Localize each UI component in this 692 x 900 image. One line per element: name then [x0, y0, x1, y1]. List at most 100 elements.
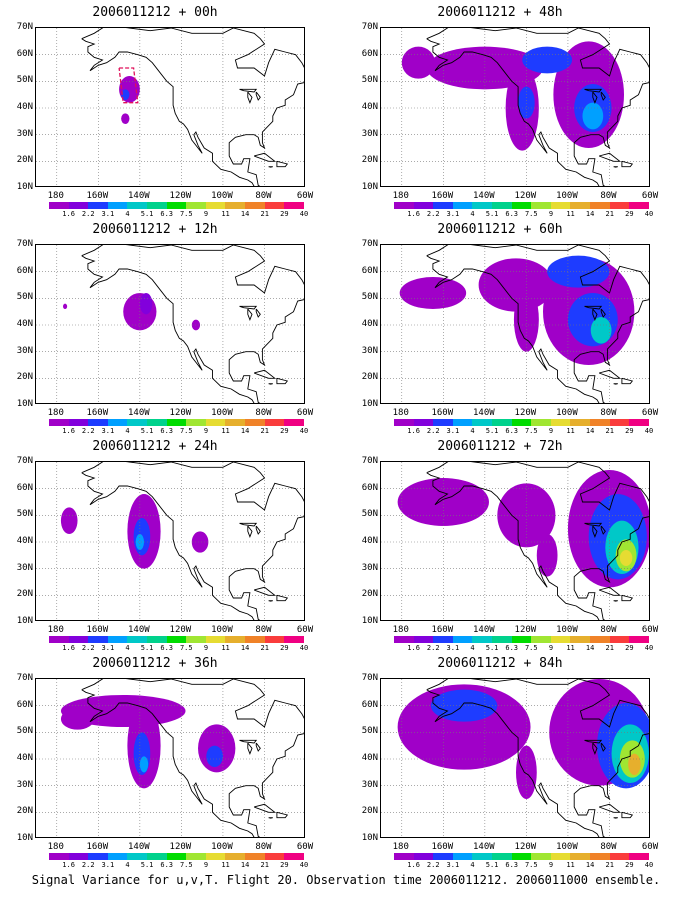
- colorbar-swatch: [205, 419, 226, 426]
- colorbar-swatch: [433, 419, 453, 426]
- colorbar-label: 40: [644, 644, 654, 652]
- coastline: [255, 308, 261, 318]
- colorbar-label: 3.1: [446, 644, 460, 652]
- coastline: [426, 245, 649, 403]
- colorbar-swatch: [284, 419, 304, 426]
- coastline: [255, 91, 261, 101]
- coastline: [584, 739, 603, 744]
- colorbar-swatch: [413, 419, 434, 426]
- lat-tick-label: 30N: [361, 345, 378, 356]
- variance-contour: [522, 46, 573, 74]
- lon-tick-label: 180: [47, 842, 64, 852]
- colorbar-swatch: [433, 853, 453, 860]
- lon-tick-label: 160W: [431, 191, 454, 201]
- lat-tick-label: 40N: [361, 319, 378, 329]
- map-panel: 2006011212 + 36h 70N 60N 50N 40N 30N 20N 10N 180…: [5, 656, 313, 869]
- lat-tick-label: 60N: [361, 265, 378, 276]
- variance-contour: [497, 483, 556, 548]
- lat-tick-label: 30N: [16, 779, 33, 790]
- colorbar-label: 40: [299, 644, 309, 652]
- colorbar-swatch: [147, 202, 167, 209]
- lon-tick-label: 60W: [296, 842, 314, 852]
- lon-tick-label: 160W: [86, 842, 109, 852]
- map-area: [380, 244, 650, 404]
- panel-title: 2006011212 + 24h: [92, 439, 218, 454]
- map-svg: [381, 462, 649, 620]
- map-area: [35, 461, 305, 621]
- lon-tick-label: 100W: [211, 842, 233, 852]
- colorbar-label: 21: [605, 210, 614, 218]
- lat-tick-label: 20N: [361, 372, 378, 383]
- lat-tick-label: 40N: [361, 753, 378, 763]
- colorbar-swatch: [88, 853, 108, 860]
- colorbar-label: 11: [221, 210, 230, 218]
- colorbar-label: 5.1: [140, 427, 154, 435]
- lon-tick-label: 60W: [296, 408, 314, 418]
- lat-tick-label: 50N: [361, 726, 378, 737]
- lat-tick-label: 30N: [16, 345, 33, 356]
- colorbar-label: 7.5: [524, 644, 538, 652]
- colorbar-label: 6.3: [505, 210, 519, 218]
- lat-tick-label: 30N: [16, 562, 33, 573]
- variance-contour: [399, 277, 467, 309]
- colorbar-swatch: [127, 636, 148, 643]
- lat-tick-label: 40N: [361, 536, 378, 546]
- colorbar-swatch: [413, 636, 434, 643]
- colorbar-label: 40: [299, 861, 309, 869]
- colorbar-label: 9: [203, 861, 209, 869]
- lat-tick-label: 50N: [361, 292, 378, 303]
- variance-contour: [191, 531, 209, 553]
- colorbar-label: 3.1: [101, 644, 115, 652]
- colorbar-label: 40: [644, 210, 654, 218]
- colorbar-label: 9: [203, 210, 209, 218]
- lat-tick-label: 50N: [361, 75, 378, 86]
- colorbar-label: 7.5: [524, 861, 538, 869]
- lat-tick-label: 70N: [16, 673, 33, 683]
- colorbar-label: 3.1: [446, 427, 460, 435]
- colorbar-label: 6.3: [505, 644, 519, 652]
- colorbar-swatch: [264, 419, 285, 426]
- lat-tick-label: 20N: [16, 372, 33, 383]
- coastline: [276, 811, 289, 819]
- lat-tick-label: 70N: [361, 673, 378, 683]
- colorbar-label: 7.5: [179, 210, 193, 218]
- lat-tick-label: 50N: [16, 292, 33, 303]
- colorbar-swatch: [492, 202, 512, 209]
- colorbar-swatch: [166, 636, 187, 643]
- colorbar-label: 14: [240, 644, 250, 652]
- variance-contour: [139, 756, 149, 773]
- colorbar-swatch: [511, 636, 532, 643]
- colorbar-swatch: [205, 636, 226, 643]
- lon-tick-label: 180: [47, 191, 64, 201]
- colorbar-swatch: [225, 419, 246, 426]
- colorbar-label: 1.6: [407, 861, 420, 869]
- panel-title: 2006011212 + 36h: [92, 656, 218, 671]
- lon-tick-label: 60W: [641, 191, 659, 201]
- colorbar-swatch: [413, 202, 434, 209]
- lon-tick-label: 120W: [514, 625, 537, 635]
- coastline: [592, 91, 598, 104]
- colorbar-label: 6.3: [505, 427, 519, 435]
- lon-tick-label: 140W: [128, 842, 150, 852]
- lat-tick-label: 10N: [16, 182, 33, 192]
- colorbar-swatch: [68, 202, 89, 209]
- lat-tick-label: 10N: [361, 833, 378, 843]
- colorbar-label: 9: [548, 210, 554, 218]
- colorbar-label: 1.6: [407, 210, 420, 218]
- coastline: [247, 742, 253, 755]
- map-panel: 2006011212 + 48h 70N 60N 50N 40N 30N 20N 10N 180…: [350, 5, 658, 218]
- map-panel: 2006011212 + 72h 70N 60N 50N 40N 30N 20N 10N 180…: [350, 439, 658, 652]
- colorbar-label: 3.1: [446, 861, 460, 869]
- colorbar-swatch: [147, 853, 167, 860]
- lon-tick-label: 60W: [641, 625, 659, 635]
- colorbar-swatch: [147, 419, 167, 426]
- panel-title: 2006011212 + 72h: [437, 439, 563, 454]
- coastline: [81, 679, 304, 837]
- lat-tick-label: 70N: [361, 22, 378, 32]
- colorbar: [49, 419, 304, 426]
- map-area: [35, 678, 305, 838]
- coastline: [253, 586, 277, 596]
- colorbar-label: 2.2: [426, 861, 440, 869]
- coastline: [239, 739, 258, 744]
- coastline: [598, 803, 622, 813]
